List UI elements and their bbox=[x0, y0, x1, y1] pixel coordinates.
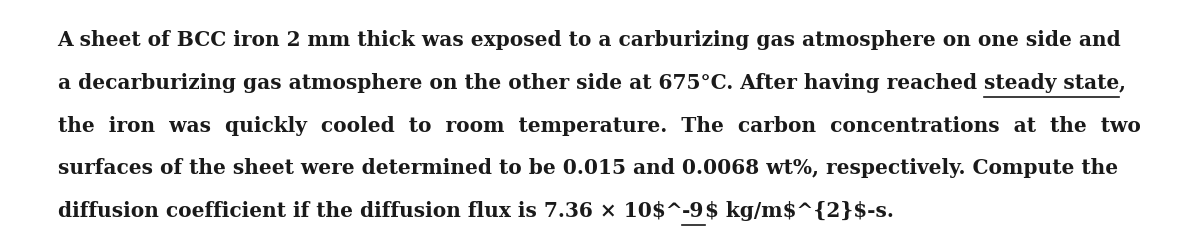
Text: -9: -9 bbox=[683, 201, 704, 221]
Text: A sheet of BCC iron 2 mm thick was exposed to a carburizing gas atmosphere on on: A sheet of BCC iron 2 mm thick was expos… bbox=[58, 30, 1121, 50]
Text: diffusion coefficient if the diffusion flux is 7.36 × 10$^: diffusion coefficient if the diffusion f… bbox=[58, 201, 683, 221]
Text: surfaces of the sheet were determined to be 0.015 and 0.0068 wt%, respectively. : surfaces of the sheet were determined to… bbox=[58, 158, 1117, 178]
Text: $ kg/m$^{2}$-s.: $ kg/m$^{2}$-s. bbox=[704, 201, 894, 221]
Text: steady state: steady state bbox=[984, 73, 1118, 93]
Text: a decarburizing gas atmosphere on the other side at 675°C. After having reached: a decarburizing gas atmosphere on the ot… bbox=[58, 73, 984, 93]
Text: ,: , bbox=[1118, 73, 1126, 93]
Text: the  iron  was  quickly  cooled  to  room  temperature.  The  carbon  concentrat: the iron was quickly cooled to room temp… bbox=[58, 116, 1140, 136]
